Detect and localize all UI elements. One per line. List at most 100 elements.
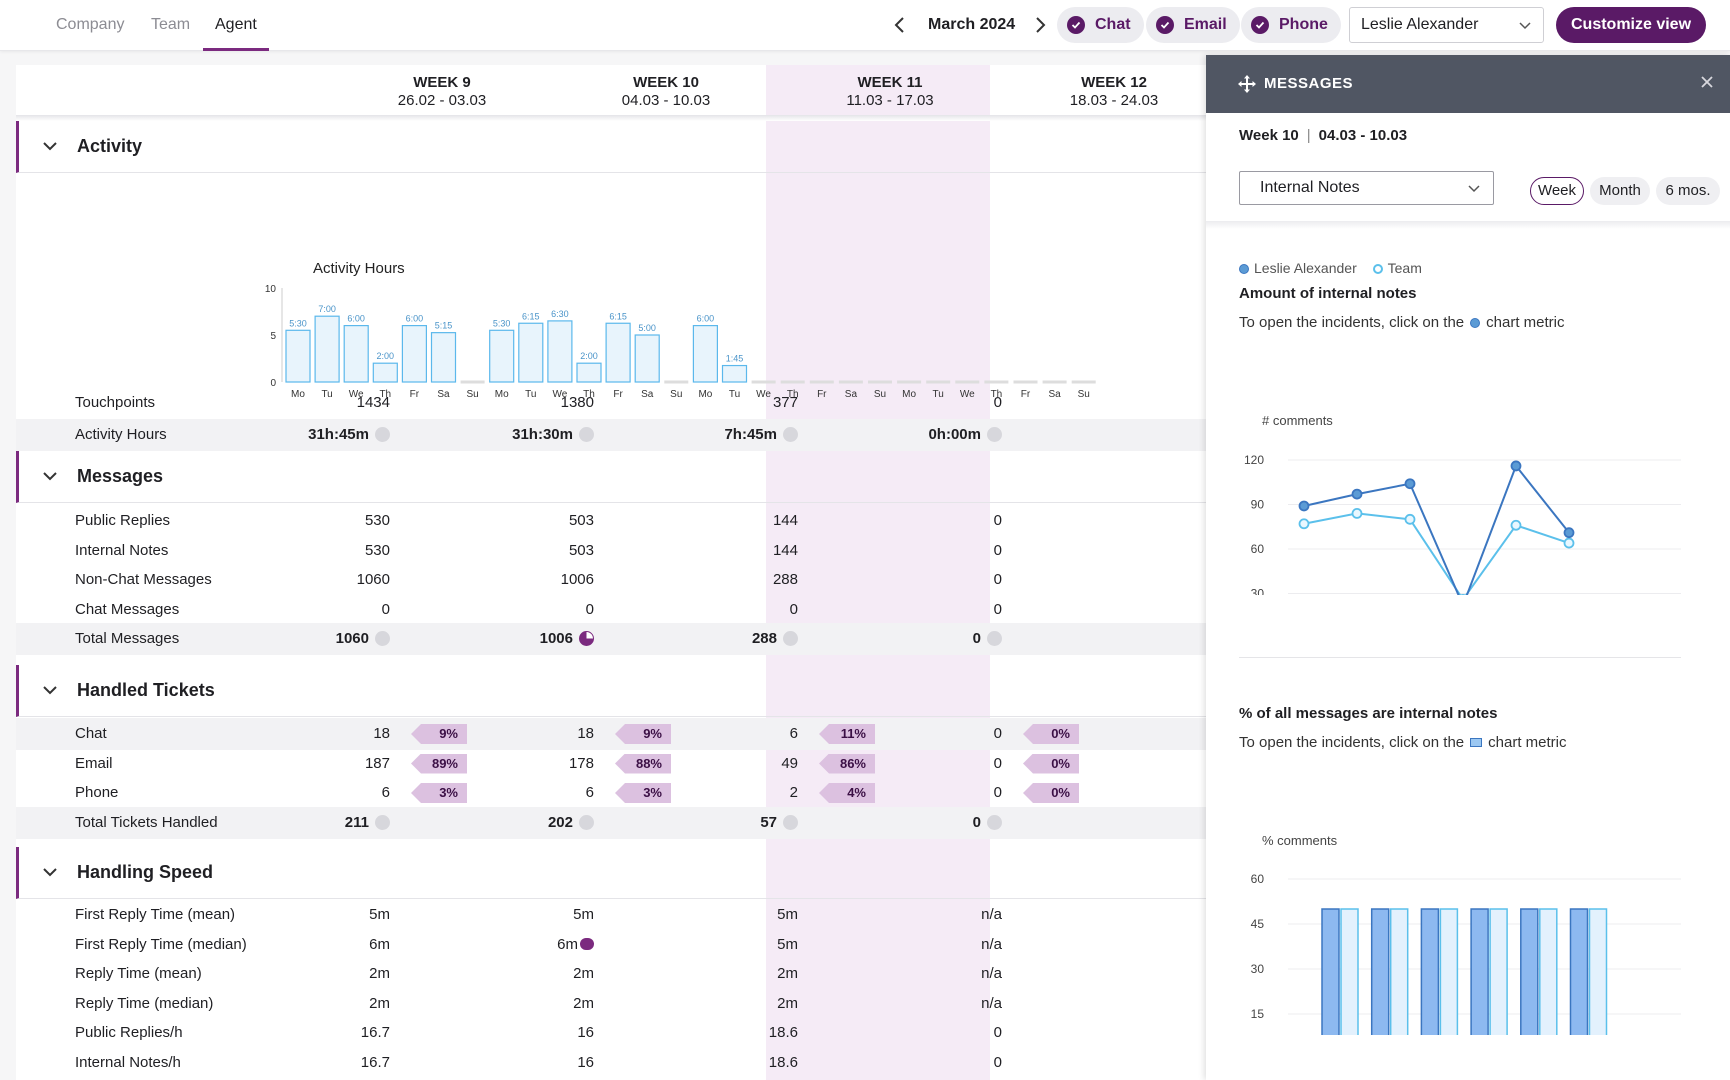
previous-month-button[interactable]: [888, 13, 912, 37]
x-tick-label: We: [552, 389, 567, 400]
chevron-down-icon[interactable]: [41, 467, 59, 485]
data-point[interactable]: [1563, 527, 1575, 539]
chevron-down-icon[interactable]: [41, 863, 59, 881]
activity-hours-chart: Activity Hours 10 5 0 5:30 Mo 7:00 Tu 6:00 We 2:0…: [265, 260, 1096, 400]
activity-bar[interactable]: [547, 320, 573, 383]
activity-bar[interactable]: [430, 332, 457, 383]
data-point[interactable]: [1510, 519, 1522, 531]
activity-bar[interactable]: [314, 315, 340, 383]
data-point[interactable]: [1298, 500, 1310, 512]
data-point[interactable]: [1351, 488, 1363, 500]
activity-bar[interactable]: [285, 329, 311, 383]
data-point[interactable]: [1510, 460, 1522, 472]
percent-badge: 0%: [1023, 783, 1079, 803]
pie-chart-icon[interactable]: [783, 631, 798, 646]
bar-value-label: 5:30: [493, 318, 511, 328]
chevron-down-icon[interactable]: [41, 137, 59, 155]
period-6mos-button[interactable]: 6 mos.: [1656, 177, 1720, 205]
bar-value-label: 6:30: [551, 309, 569, 319]
tab-team[interactable]: Team: [151, 16, 191, 33]
row-value: 503: [474, 512, 594, 529]
table-row: Internal Notes 530 503 144 0: [16, 535, 1206, 567]
agent-bar[interactable]: [1569, 908, 1589, 1035]
activity-bar[interactable]: [343, 325, 369, 383]
chevron-down-icon[interactable]: [41, 681, 59, 699]
tab-company[interactable]: Company: [56, 16, 125, 33]
activity-bar[interactable]: [372, 362, 398, 383]
pie-chart-icon[interactable]: [375, 427, 390, 442]
row-value: 16: [474, 1054, 594, 1071]
agent-select[interactable]: Leslie Alexander: [1349, 7, 1544, 43]
value-text: 5m: [369, 906, 390, 923]
team-bar[interactable]: [1389, 908, 1409, 1035]
pie-chart-icon[interactable]: [579, 427, 594, 442]
team-bar[interactable]: [1340, 908, 1359, 1035]
agent-bar[interactable]: [1520, 908, 1539, 1035]
data-point[interactable]: [1404, 513, 1416, 525]
percent-badge: 3%: [615, 783, 671, 803]
team-bar[interactable]: [1489, 908, 1508, 1035]
chat-filter-chip[interactable]: Chat: [1057, 7, 1144, 43]
data-point[interactable]: [1298, 518, 1310, 530]
table-row: Public Replies 530 503 144 0: [16, 505, 1206, 537]
row-value: 144: [678, 542, 798, 559]
pie-chart-icon[interactable]: [783, 814, 798, 830]
close-icon[interactable]: [1700, 75, 1714, 89]
row-label: Email: [75, 754, 113, 772]
x-tick-label: Th: [583, 389, 595, 400]
value-text: 16.7: [360, 1024, 390, 1041]
activity-bar[interactable]: [605, 322, 631, 383]
pie-chart-icon[interactable]: [987, 814, 1002, 830]
period-month-button[interactable]: Month: [1590, 177, 1650, 205]
table-row: Internal Notes/h 16.7 16 18.6 0: [16, 1047, 1206, 1079]
pie-chart-icon[interactable]: [579, 814, 594, 830]
move-icon[interactable]: [1238, 75, 1256, 93]
activity-bar[interactable]: [576, 362, 602, 383]
row-value: 187: [270, 755, 390, 772]
period-week-button[interactable]: Week: [1530, 177, 1584, 205]
pie-chart-icon[interactable]: [375, 814, 390, 830]
value-text: 31h:30m: [512, 426, 573, 443]
agent-bar[interactable]: [1470, 908, 1489, 1035]
next-month-button[interactable]: [1028, 13, 1052, 37]
phone-filter-chip[interactable]: Phone: [1241, 7, 1341, 43]
data-point[interactable]: [1404, 478, 1416, 490]
row-value: 503: [474, 542, 594, 559]
row-value: 0: [882, 394, 1002, 411]
customize-view-button[interactable]: Customize view: [1556, 7, 1706, 43]
activity-bar[interactable]: [721, 364, 748, 383]
activity-bar[interactable]: [489, 329, 515, 383]
table-row: Total Tickets Handled 211 202 57 0: [16, 806, 1206, 839]
team-bar[interactable]: [1439, 908, 1459, 1035]
agent-select-value: Leslie Alexander: [1361, 16, 1479, 33]
activity-bar[interactable]: [692, 325, 719, 383]
row-value: 0: [678, 601, 798, 618]
activity-bar[interactable]: [401, 325, 427, 383]
team-bar[interactable]: [1588, 908, 1608, 1035]
legend-agent-dot: [1239, 264, 1249, 274]
pie-chart-icon[interactable]: [783, 427, 798, 442]
pie-chart-icon[interactable]: [579, 631, 594, 646]
value-text: 0: [993, 571, 1002, 588]
pie-chart-icon[interactable]: [375, 631, 390, 646]
data-point[interactable]: [1351, 507, 1363, 519]
activity-bar[interactable]: [634, 334, 660, 383]
agent-bar[interactable]: [1321, 908, 1340, 1035]
data-point[interactable]: [1563, 537, 1575, 549]
tab-agent[interactable]: Agent: [203, 0, 269, 51]
activity-bar[interactable]: [518, 322, 544, 383]
email-filter-chip[interactable]: Email: [1146, 7, 1240, 43]
agent-bar[interactable]: [1420, 908, 1440, 1035]
pie-chart-icon[interactable]: [987, 631, 1002, 646]
week-header: WEEK 12 18.03 - 24.03: [1069, 74, 1159, 109]
agent-bar[interactable]: [1370, 908, 1390, 1035]
comment-icon[interactable]: [580, 937, 594, 950]
table-row: First Reply Time (median) 6m 6m 5m n/a: [16, 929, 1206, 961]
check-icon: [1067, 16, 1085, 34]
metric-select[interactable]: Internal Notes: [1239, 171, 1494, 205]
value-text: n/a: [981, 994, 1002, 1012]
x-tick-label: Fr: [410, 389, 420, 400]
pie-chart-icon[interactable]: [987, 427, 1002, 442]
team-bar[interactable]: [1539, 908, 1558, 1035]
value-text: 144: [772, 512, 798, 529]
